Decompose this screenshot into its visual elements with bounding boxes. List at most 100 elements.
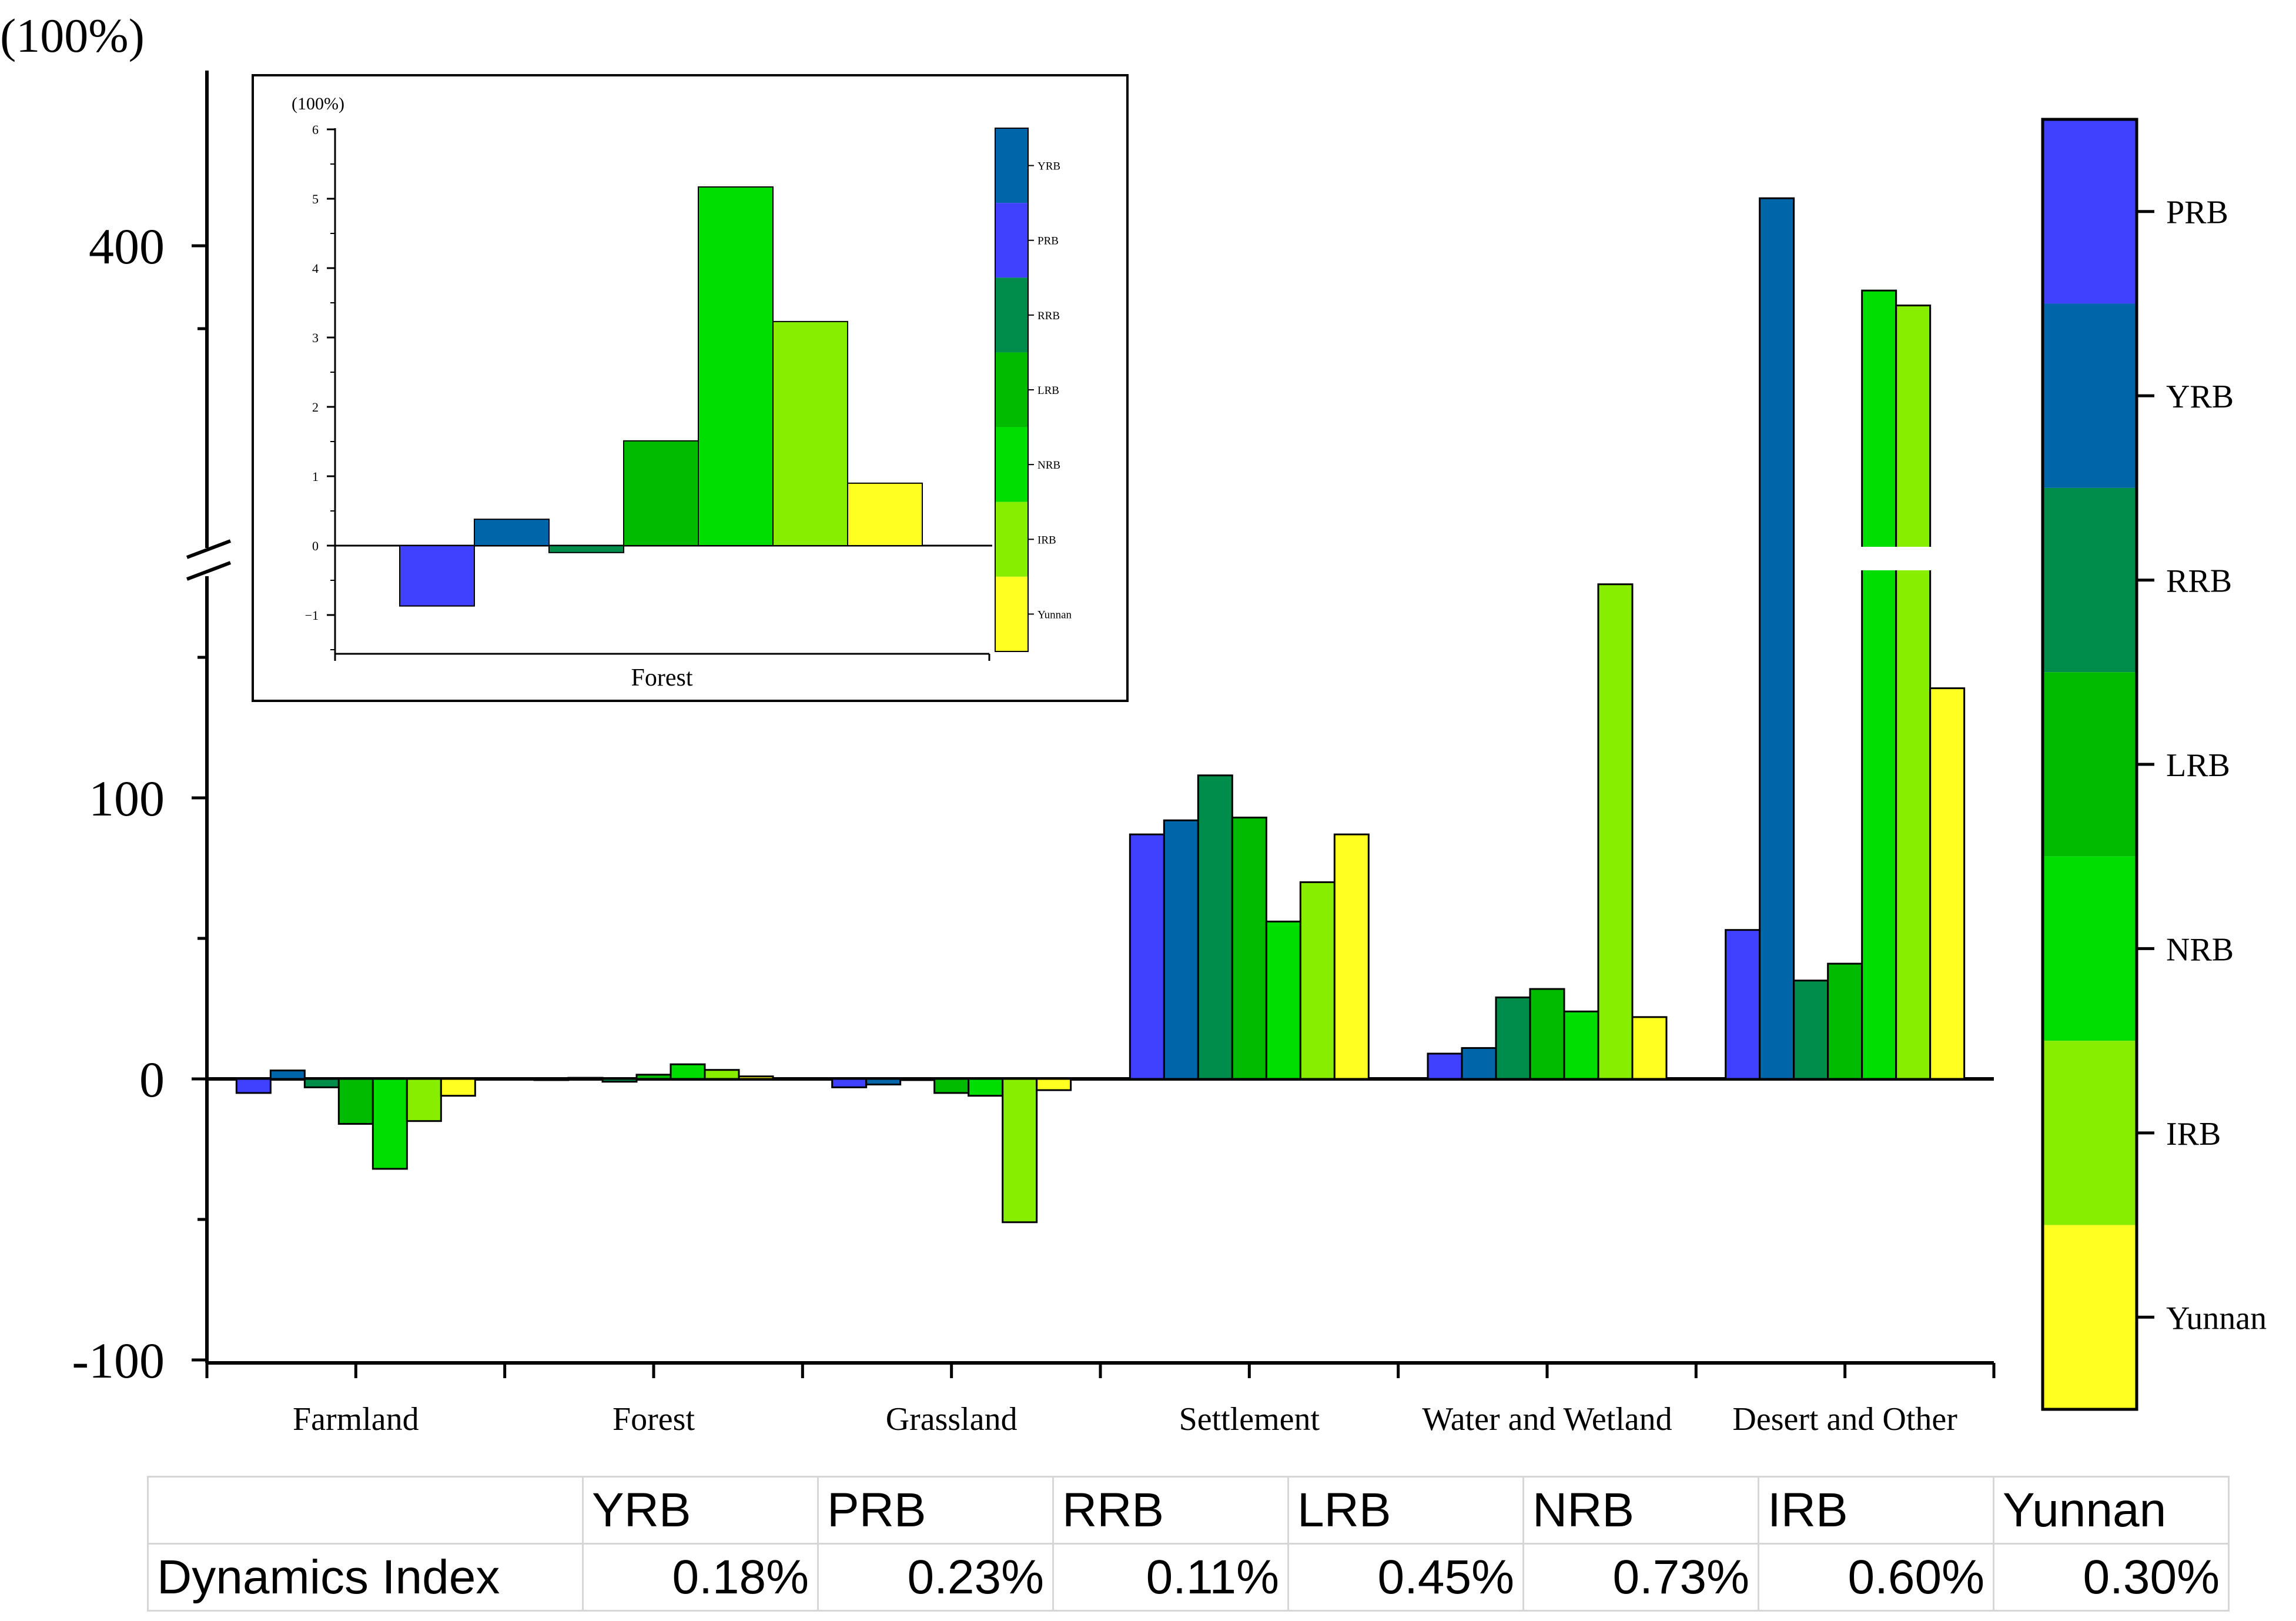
table-header-row: YRB PRB RRB LRB NRB IRB Yunnan xyxy=(147,1476,2230,1545)
legend-swatch-NRB xyxy=(2043,856,2137,1041)
inset-y-unit-label: (100%) xyxy=(292,94,344,113)
inset-bar-NRB xyxy=(698,186,774,546)
inset-legend-frame xyxy=(995,128,1029,652)
inset-y-tick-label: 0 xyxy=(312,539,319,553)
inset-legend-label: LRB xyxy=(1037,385,1059,397)
table-row-label: Dynamics Index xyxy=(147,1543,584,1612)
inset-legend-swatch-RRB xyxy=(995,278,1028,353)
axis-break-mark xyxy=(186,539,232,559)
inset-legend-swatch-NRB xyxy=(995,427,1028,502)
inset-legend-swatch-Yunnan xyxy=(995,576,1028,651)
legend-label: NRB xyxy=(2166,931,2234,968)
inset-legend-label: Yunnan xyxy=(1037,609,1072,621)
y-tick-label: 0 xyxy=(139,1051,165,1108)
legend-label: RRB xyxy=(2166,563,2232,600)
inset-legend-label: YRB xyxy=(1037,161,1060,173)
legend-frame xyxy=(2041,118,2138,1411)
bar-IRB xyxy=(704,1069,740,1080)
table-cell: 0.30% xyxy=(1993,1543,2230,1612)
axis-break-mark xyxy=(186,561,232,581)
inset-y-tick-label: 1 xyxy=(312,469,319,484)
inset-legend-swatch-YRB xyxy=(995,128,1028,203)
table-header-blank xyxy=(147,1476,584,1545)
bar-Yunnan xyxy=(1631,1016,1668,1080)
inset-x-label: Forest xyxy=(631,664,693,691)
y-tick-label: 100 xyxy=(89,770,165,827)
inset-y-tick-label: 4 xyxy=(312,261,319,276)
inset-y-tick-label: −1 xyxy=(305,608,319,623)
bar-YRB xyxy=(865,1078,902,1086)
legend-swatch-Yunnan xyxy=(2043,1225,2137,1409)
x-tick-label: Forest xyxy=(613,1401,695,1438)
y-axis-unit-label: (100%) xyxy=(0,9,145,62)
bar-NRB xyxy=(670,1063,706,1080)
legend-swatch-RRB xyxy=(2043,487,2137,673)
bar-YRB xyxy=(567,1077,604,1080)
x-tick-label: Grassland xyxy=(886,1401,1018,1438)
inset-y-tick-label: 3 xyxy=(312,330,319,345)
legend-label: Yunnan xyxy=(2166,1300,2267,1336)
bar-Yunnan xyxy=(440,1078,476,1097)
legend-label: PRB xyxy=(2166,195,2228,231)
bar-LRB xyxy=(933,1078,970,1094)
inset-bar-LRB xyxy=(623,440,699,546)
bar-YRB xyxy=(269,1069,306,1080)
inset-bar-PRB xyxy=(399,545,475,607)
bar-YRB xyxy=(1461,1047,1497,1080)
bar-IRB xyxy=(406,1078,442,1122)
bar-NRB xyxy=(1861,289,1897,1080)
bar-NRB xyxy=(1563,1010,1599,1080)
color-legend: PRB YRB RRB LRB NRB IRB Yunnan xyxy=(2041,118,2267,1411)
bar-Yunnan xyxy=(1929,687,1966,1080)
legend-label: IRB xyxy=(2166,1116,2221,1152)
axis-break-gap xyxy=(1852,547,1934,570)
bar-PRB xyxy=(235,1078,272,1094)
table-cell: 0.23% xyxy=(817,1543,1054,1612)
bar-Yunnan xyxy=(738,1075,774,1080)
x-tick-label: Water and Wetland xyxy=(1422,1401,1672,1438)
table-cell: 0.73% xyxy=(1522,1543,1759,1612)
bar-IRB xyxy=(1299,881,1336,1080)
y-tick-label: -100 xyxy=(72,1332,165,1389)
bar-RRB xyxy=(601,1078,638,1083)
inset-y-tick-label: 6 xyxy=(312,122,319,137)
legend-swatch-IRB xyxy=(2043,1041,2137,1225)
table-header-cell: PRB xyxy=(817,1476,1054,1545)
bar-LRB xyxy=(1827,962,1863,1080)
inset-y-tick-label: 2 xyxy=(312,400,319,415)
bar-LRB xyxy=(635,1074,672,1080)
bar-RRB xyxy=(1793,980,1829,1080)
legend-label: YRB xyxy=(2166,379,2234,415)
bar-RRB xyxy=(303,1078,340,1088)
bar-Yunnan xyxy=(1036,1078,1072,1091)
table-cell: 0.45% xyxy=(1287,1543,1524,1612)
x-tick-label: Settlement xyxy=(1179,1401,1320,1438)
bar-PRB xyxy=(831,1078,868,1088)
inset-bar-Yunnan xyxy=(847,482,923,546)
bar-LRB xyxy=(1231,816,1267,1080)
inset-legend-label: RRB xyxy=(1037,310,1060,322)
bar-YRB xyxy=(1163,819,1199,1080)
inset-legend-label: PRB xyxy=(1037,235,1059,248)
bar-RRB xyxy=(899,1078,936,1081)
bar-YRB xyxy=(1759,197,1795,1080)
inset-y-tick-label: 5 xyxy=(312,192,319,206)
table-header-cell: RRB xyxy=(1052,1476,1289,1545)
bar-NRB xyxy=(371,1078,408,1170)
x-tick-label: Desert and Other xyxy=(1732,1401,1957,1438)
inset-bar-RRB xyxy=(548,545,624,553)
table-row: Dynamics Index 0.18% 0.23% 0.11% 0.45% 0… xyxy=(147,1543,2230,1612)
x-tick-label: Farmland xyxy=(293,1401,419,1438)
inset-legend-label: NRB xyxy=(1037,459,1060,472)
inset-bar-IRB xyxy=(772,320,848,546)
bar-IRB xyxy=(1597,583,1634,1080)
bar-PRB xyxy=(533,1078,570,1081)
main-bars xyxy=(235,197,1966,1224)
inset-legend-label: IRB xyxy=(1037,534,1056,546)
bar-IRB xyxy=(1895,305,1932,1080)
table-cell: 0.60% xyxy=(1758,1543,1994,1612)
bar-NRB xyxy=(1265,920,1301,1080)
table-cell: 0.11% xyxy=(1052,1543,1289,1612)
bar-LRB xyxy=(1529,988,1565,1080)
legend-swatch-LRB xyxy=(2043,672,2137,857)
